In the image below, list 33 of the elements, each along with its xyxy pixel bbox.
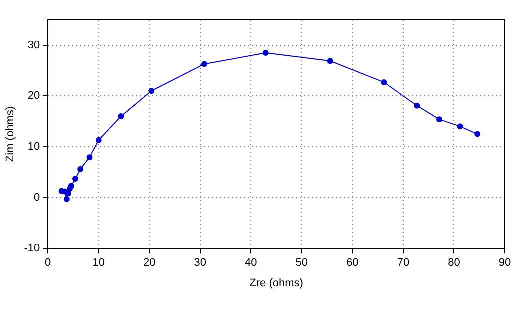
y-tick-label: 30 xyxy=(28,39,40,52)
point xyxy=(262,50,269,56)
y-tick-label: 0 xyxy=(34,192,40,204)
y-tick-label: -10 xyxy=(24,242,40,255)
x-tick-label: 10 xyxy=(92,257,105,270)
point xyxy=(68,183,74,190)
y-axis-title: Zim (ohms) xyxy=(4,106,17,162)
y-tick-label: 10 xyxy=(28,141,40,154)
x-axis-title: Zre (ohms) xyxy=(250,277,304,290)
point xyxy=(457,124,464,130)
point xyxy=(64,196,70,202)
x-tick-label: 70 xyxy=(397,257,410,270)
x-tick-label: 0 xyxy=(45,257,52,270)
x-tick-label: 60 xyxy=(346,257,359,270)
point xyxy=(96,137,102,144)
y-tick-label: 20 xyxy=(28,90,40,102)
x-tick-label: 40 xyxy=(245,257,258,270)
point xyxy=(201,61,208,68)
point xyxy=(327,58,334,64)
x-tick-label: 30 xyxy=(194,257,207,270)
point xyxy=(72,176,79,182)
point xyxy=(118,114,124,120)
point xyxy=(86,154,93,161)
point xyxy=(436,116,443,123)
x-tick-label: 90 xyxy=(498,257,512,270)
x-tick-label: 50 xyxy=(296,257,308,270)
point xyxy=(474,131,481,138)
x-tick-label: 80 xyxy=(448,257,460,270)
point xyxy=(381,79,388,86)
point xyxy=(78,166,84,172)
x-tick-label: 20 xyxy=(144,257,156,270)
point xyxy=(148,88,155,94)
point xyxy=(414,102,420,109)
